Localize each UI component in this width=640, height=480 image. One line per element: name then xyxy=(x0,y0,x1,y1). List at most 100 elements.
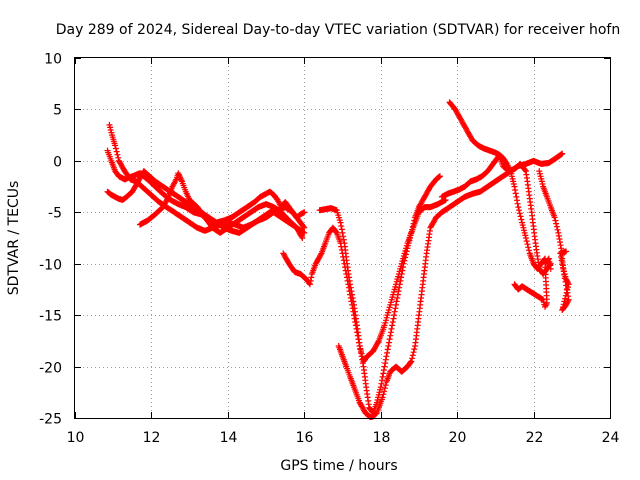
data-point xyxy=(382,382,389,389)
data-point xyxy=(553,220,560,227)
data-point xyxy=(379,373,386,380)
data-point xyxy=(357,346,364,353)
data-point xyxy=(409,223,416,230)
data-point xyxy=(114,151,121,158)
data-point xyxy=(317,251,324,258)
y-tick-label: -10 xyxy=(39,258,62,274)
data-point xyxy=(559,264,566,271)
x-tick-label: 24 xyxy=(602,430,620,446)
data-point xyxy=(409,355,416,362)
y-tick-label: 0 xyxy=(53,155,62,171)
data-point xyxy=(407,359,414,366)
plot-frame xyxy=(74,57,611,419)
data-point xyxy=(512,187,519,193)
x-tick-label: 16 xyxy=(296,430,314,446)
data-point xyxy=(559,150,566,157)
series-track-11 xyxy=(536,168,572,313)
data-point xyxy=(522,167,529,174)
x-tick-label: 12 xyxy=(143,430,161,446)
data-point xyxy=(112,145,119,152)
y-tick-label: -20 xyxy=(39,361,62,377)
data-point xyxy=(381,385,388,392)
data-point xyxy=(381,363,388,370)
data-point xyxy=(524,241,531,248)
chart-title: Day 289 of 2024, Sidereal Day-to-day VTE… xyxy=(56,22,620,38)
data-point xyxy=(409,226,416,233)
data-point xyxy=(411,346,418,353)
data-point xyxy=(516,210,523,217)
data-point xyxy=(518,216,525,223)
data-point xyxy=(523,238,530,245)
series-track-4 xyxy=(137,170,306,241)
data-point xyxy=(401,257,408,264)
data-point xyxy=(553,223,560,230)
data-point xyxy=(398,271,405,277)
data-point xyxy=(307,281,313,288)
data-point xyxy=(395,288,402,295)
y-tick-label: -25 xyxy=(39,412,62,428)
data-point xyxy=(348,288,355,295)
data-marks xyxy=(104,99,572,420)
data-point xyxy=(525,244,532,251)
data-point xyxy=(565,281,572,288)
x-tick-label: 18 xyxy=(373,430,391,446)
data-point xyxy=(383,353,390,360)
data-point xyxy=(559,261,566,268)
data-point xyxy=(565,293,572,300)
data-point xyxy=(564,289,571,296)
y-tick-label: -15 xyxy=(39,309,62,325)
data-point xyxy=(561,271,568,278)
data-point xyxy=(402,251,409,258)
x-tick-label: 20 xyxy=(449,430,467,446)
data-point xyxy=(300,223,307,230)
data-point xyxy=(396,281,403,288)
y-tick-label: 10 xyxy=(44,52,62,68)
series-track-10 xyxy=(511,255,554,310)
data-point xyxy=(436,173,443,180)
data-point xyxy=(113,148,120,155)
data-point xyxy=(338,223,345,229)
data-point xyxy=(298,233,305,240)
data-point xyxy=(515,204,522,211)
data-point xyxy=(377,384,384,391)
data-point xyxy=(408,229,415,236)
x-axis-label: GPS time / hours xyxy=(280,458,397,474)
data-point xyxy=(388,325,395,332)
data-point xyxy=(408,358,415,365)
data-point xyxy=(554,226,561,233)
data-point xyxy=(384,346,391,353)
data-point xyxy=(115,154,122,161)
y-tick-label: -5 xyxy=(48,206,62,222)
data-point xyxy=(299,235,306,241)
data-point xyxy=(563,286,570,292)
data-point xyxy=(517,213,524,220)
x-tick-label: 22 xyxy=(526,430,544,446)
data-point xyxy=(381,388,388,395)
data-point xyxy=(522,235,529,241)
data-point xyxy=(552,217,559,224)
series-track-5 xyxy=(280,196,449,365)
y-axis-label: SDTVAR / TECUs xyxy=(6,181,22,296)
data-point xyxy=(380,391,387,398)
data-point xyxy=(347,281,354,288)
x-tick-label: 10 xyxy=(67,430,85,446)
data-point xyxy=(393,298,400,305)
data-point xyxy=(391,308,398,315)
data-point xyxy=(562,278,569,285)
data-point xyxy=(379,394,386,401)
data-point xyxy=(301,224,308,231)
data-point xyxy=(512,190,519,197)
data-point xyxy=(112,142,119,149)
data-point xyxy=(400,260,407,267)
series-track-6 xyxy=(316,173,443,416)
data-point xyxy=(409,352,416,359)
data-point xyxy=(514,200,521,207)
data-point xyxy=(386,336,393,343)
data-point xyxy=(526,247,532,254)
data-point xyxy=(301,209,308,216)
data-point xyxy=(359,356,366,363)
data-point xyxy=(551,214,558,221)
data-point xyxy=(547,265,554,272)
data-point xyxy=(389,319,396,325)
data-point xyxy=(547,262,554,269)
